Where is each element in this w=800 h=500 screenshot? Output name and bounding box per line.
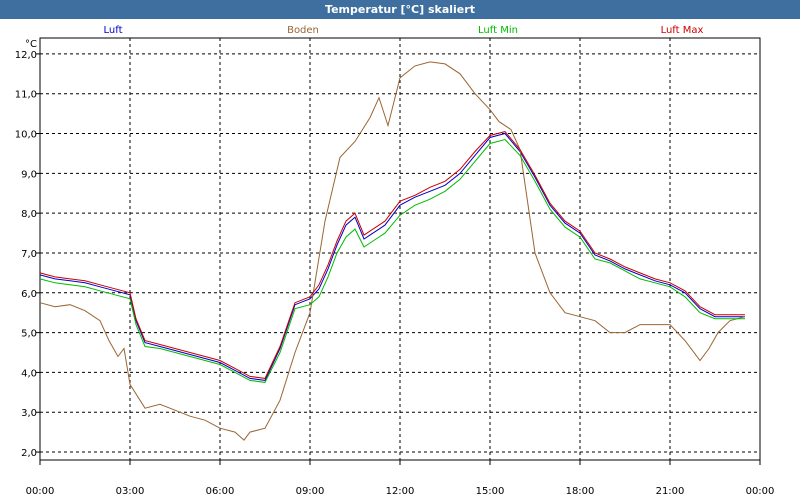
x-tick-time-label: 12:00 — [386, 486, 415, 497]
y-tick-label: 5,0 — [21, 329, 37, 340]
chart-title: Temperatur [°C] skaliert — [0, 0, 800, 19]
x-tick-time-label: 00:00 — [746, 486, 775, 497]
y-tick-label: 11,0 — [15, 90, 37, 101]
y-tick-label: 6,0 — [21, 289, 37, 300]
y-tick-label: 12,0 — [15, 50, 37, 61]
y-tick-label: 7,0 — [21, 249, 37, 260]
x-tick-time-label: 15:00 — [476, 486, 505, 497]
y-axis-label: °C — [25, 39, 37, 50]
series-line-luft-min — [39, 138, 745, 383]
legend-entry-boden: Boden — [287, 25, 319, 36]
x-tick-time-label: 18:00 — [566, 486, 595, 497]
legend-entry-luft: Luft — [104, 25, 123, 36]
y-tick-label: 4,0 — [21, 368, 37, 379]
x-tick-time-label: 00:00 — [26, 486, 55, 497]
y-tick-label: 9,0 — [21, 169, 37, 180]
series-line-luft — [39, 132, 745, 381]
y-tick-label: 8,0 — [21, 209, 37, 220]
x-tick-time-label: 03:00 — [116, 486, 145, 497]
y-tick-label: 10,0 — [15, 130, 37, 141]
y-tick-label: 3,0 — [21, 408, 37, 419]
series-line-boden — [39, 61, 746, 441]
legend-entry-luft-min: Luft Min — [478, 25, 518, 36]
x-tick-time-label: 09:00 — [296, 486, 325, 497]
plot-frame — [39, 37, 761, 461]
temperature-chart: 2,0 3,0 4,0 5,0 6,0 7,0 8,0 9,0 10,0 11,0 12,0°C 00… — [15, 25, 775, 497]
x-tick-time-label: 06:00 — [206, 486, 235, 497]
series-line-luft-max — [39, 131, 745, 379]
x-tick-time-label: 21:00 — [656, 486, 685, 497]
y-tick-label: 2,0 — [21, 448, 37, 459]
legend-entry-luft-max: Luft Max — [661, 25, 704, 36]
